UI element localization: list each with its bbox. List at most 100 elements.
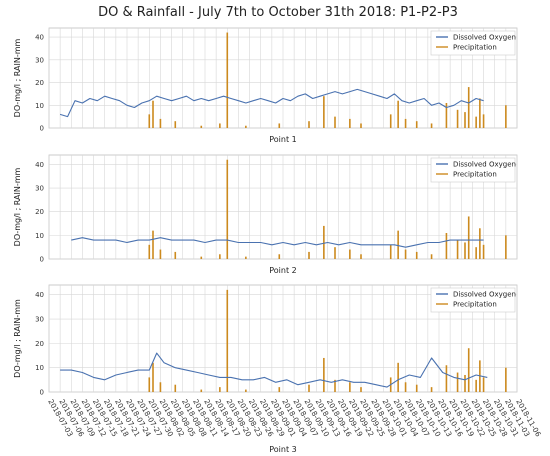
precipitation-bar xyxy=(430,123,433,128)
precipitation-bar xyxy=(467,87,470,128)
precipitation-bar xyxy=(415,251,418,259)
precipitation-bar xyxy=(152,230,154,259)
precipitation-bar xyxy=(464,112,466,128)
precipitation-bar xyxy=(219,387,221,392)
precipitation-bar xyxy=(159,249,162,259)
x-axis-label: Point 1 xyxy=(269,135,297,144)
precipitation-bar xyxy=(349,118,351,128)
legend-entry: Dissolved Oxygen xyxy=(453,161,516,169)
precipitation-bar xyxy=(200,389,203,392)
dissolved-oxygen-line xyxy=(60,352,488,388)
precipitation-bar xyxy=(456,109,459,128)
precipitation-bar xyxy=(482,244,485,259)
precipitation-bar xyxy=(148,244,151,259)
y-tick-label: 20 xyxy=(35,208,44,216)
y-tick-label: 40 xyxy=(35,161,44,169)
y-tick-label: 0 xyxy=(40,125,44,133)
precipitation-bar xyxy=(464,374,466,392)
precipitation-bar xyxy=(389,114,392,128)
y-tick-label: 10 xyxy=(35,364,44,372)
precipitation-bar xyxy=(159,118,162,128)
y-tick-label: 20 xyxy=(35,79,44,87)
precipitation-bar xyxy=(278,387,281,392)
y-tick-label: 40 xyxy=(35,34,44,42)
precipitation-bar xyxy=(334,116,336,128)
precipitation-bar xyxy=(159,382,162,392)
precipitation-bar xyxy=(415,384,418,392)
precipitation-bar xyxy=(397,100,399,128)
precipitation-bar xyxy=(482,377,485,392)
figure-title: DO & Rainfall - July 7th to October 31th… xyxy=(98,5,458,20)
y-axis-label: DO-mg/l ; RAIN-mm xyxy=(13,38,22,117)
precipitation-bar xyxy=(174,251,177,259)
precipitation-bar xyxy=(278,123,281,128)
precipitation-bar xyxy=(226,32,229,128)
y-tick-label: 30 xyxy=(35,316,44,324)
precipitation-bar xyxy=(226,159,229,259)
x-axis-label: Point 2 xyxy=(269,266,297,275)
precipitation-bar xyxy=(464,242,466,259)
legend-entry: Dissolved Oxygen xyxy=(453,34,516,42)
precipitation-bar xyxy=(430,387,433,392)
precipitation-bar xyxy=(505,367,507,392)
precipitation-bar xyxy=(148,114,151,128)
precipitation-bar xyxy=(404,249,407,259)
precipitation-bar xyxy=(404,118,407,128)
precipitation-bar xyxy=(148,377,151,392)
precipitation-bar xyxy=(349,382,351,392)
precipitation-bar xyxy=(456,372,459,392)
precipitation-bar xyxy=(475,247,477,259)
precipitation-bar xyxy=(475,116,477,128)
plots: 0 10 20 30 40 DO-mg/l ; RAIN-mm Point 1 Dissolv… xyxy=(13,27,543,454)
legend-box xyxy=(430,287,516,313)
x-axis-label: Point 3 xyxy=(269,445,297,454)
y-axis-label: DO-mg/l ; RAIN-mm xyxy=(13,167,22,246)
precipitation-bar xyxy=(174,121,177,128)
precipitation-bar xyxy=(219,123,221,128)
precipitation-bar xyxy=(308,251,310,259)
precipitation-bar xyxy=(467,348,470,392)
precipitation-bar xyxy=(323,96,325,128)
legend-entry: Precipitation xyxy=(453,301,497,309)
precipitation-bar xyxy=(245,256,247,259)
y-tick-label: 40 xyxy=(35,291,44,299)
precipitation-bar xyxy=(219,254,221,259)
y-tick-label: 30 xyxy=(35,185,44,193)
legend-box xyxy=(430,157,516,183)
precipitation-bar xyxy=(334,379,336,392)
dissolved-oxygen-line xyxy=(59,88,484,118)
precipitation-bar xyxy=(430,254,433,259)
y-tick-label: 10 xyxy=(35,232,44,240)
precipitation-bar xyxy=(397,362,399,392)
precipitation-bar xyxy=(278,254,281,259)
precipitation-bar xyxy=(482,114,485,128)
precipitation-bar xyxy=(479,228,481,259)
y-tick-label: 0 xyxy=(40,256,44,264)
precipitation-bar xyxy=(245,389,247,392)
precipitation-bar xyxy=(349,249,351,259)
precipitation-bar xyxy=(152,362,154,392)
dissolved-oxygen-line xyxy=(71,237,484,248)
precipitation-bar xyxy=(152,100,154,128)
precipitation-bar xyxy=(245,125,247,128)
precipitation-bar xyxy=(389,244,392,259)
precipitation-bar xyxy=(226,289,229,392)
legend-box xyxy=(430,30,516,56)
precipitation-bar xyxy=(415,121,418,128)
panel-1: 0 10 20 30 40 DO-mg/l ; RAIN-mm Point 1 Dissolv… xyxy=(13,27,518,144)
y-tick-label: 10 xyxy=(35,102,44,110)
y-axis-label: DO-mg/l ; RAIN-mm xyxy=(13,299,22,378)
precipitation-bar xyxy=(308,384,310,392)
panel-2: 0 10 20 30 40 DO-mg/l ; RAIN-mm Point 2 Dissolv… xyxy=(13,154,518,275)
panel-3: 0 10 20 30 40 DO-mg/l ; RAIN-mm Point 3 Dissolv… xyxy=(13,284,518,454)
precipitation-bar xyxy=(334,247,336,259)
precipitation-bar xyxy=(467,216,470,259)
precipitation-bar xyxy=(397,230,399,259)
precipitation-bar xyxy=(445,103,448,128)
precipitation-bar xyxy=(505,105,507,128)
precipitation-bar xyxy=(323,357,325,392)
precipitation-bar xyxy=(404,382,407,392)
legend-entry: Precipitation xyxy=(453,44,497,52)
